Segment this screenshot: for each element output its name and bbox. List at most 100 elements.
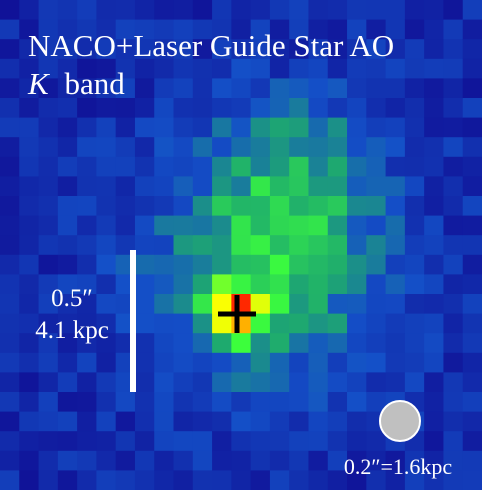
pixel bbox=[58, 216, 78, 236]
pixel bbox=[386, 176, 406, 196]
pixel bbox=[386, 0, 406, 20]
pixel bbox=[231, 176, 251, 196]
pixel bbox=[347, 78, 367, 98]
pixel bbox=[154, 255, 174, 275]
pixel bbox=[0, 176, 20, 196]
pixel bbox=[96, 294, 116, 314]
pixel bbox=[212, 0, 232, 20]
scale-angle: 0.5″ bbox=[51, 285, 93, 312]
pixel bbox=[39, 412, 59, 432]
pixel bbox=[270, 353, 290, 373]
pixel bbox=[231, 392, 251, 412]
pixel bbox=[251, 294, 271, 314]
pixel bbox=[193, 0, 213, 20]
pixel bbox=[212, 78, 232, 98]
pixel bbox=[308, 176, 328, 196]
pixel bbox=[289, 392, 309, 412]
pixel bbox=[463, 118, 482, 138]
pixel bbox=[0, 137, 20, 157]
pixel bbox=[58, 98, 78, 118]
pixel bbox=[463, 78, 482, 98]
pixel bbox=[328, 78, 348, 98]
pixel bbox=[289, 372, 309, 392]
pixel bbox=[212, 235, 232, 255]
band-letter: K bbox=[27, 66, 51, 101]
pixel bbox=[193, 314, 213, 334]
pixel bbox=[405, 372, 425, 392]
pixel bbox=[328, 118, 348, 138]
pixel bbox=[424, 59, 444, 79]
pixel bbox=[212, 157, 232, 177]
pixel bbox=[386, 314, 406, 334]
pixel bbox=[463, 274, 482, 294]
pixel bbox=[96, 274, 116, 294]
pixel bbox=[174, 216, 194, 236]
pixel bbox=[405, 333, 425, 353]
pixel bbox=[308, 392, 328, 412]
pixel bbox=[135, 118, 155, 138]
pixel bbox=[308, 372, 328, 392]
pixel bbox=[328, 412, 348, 432]
pixel bbox=[96, 372, 116, 392]
pixel bbox=[424, 255, 444, 275]
pixel bbox=[424, 412, 444, 432]
pixel bbox=[405, 20, 425, 40]
pixel bbox=[96, 157, 116, 177]
pixel bbox=[231, 431, 251, 451]
pixel bbox=[308, 412, 328, 432]
pixel bbox=[174, 0, 194, 20]
pixel bbox=[58, 412, 78, 432]
pixel bbox=[19, 0, 39, 20]
pixel bbox=[58, 470, 78, 490]
pixel bbox=[270, 392, 290, 412]
pixel bbox=[193, 333, 213, 353]
pixel bbox=[424, 137, 444, 157]
pixel bbox=[308, 216, 328, 236]
pixel bbox=[212, 98, 232, 118]
pixel bbox=[19, 98, 39, 118]
pixel bbox=[116, 98, 136, 118]
pixel bbox=[366, 98, 386, 118]
pixel bbox=[39, 372, 59, 392]
pixel bbox=[405, 255, 425, 275]
pixel bbox=[193, 196, 213, 216]
pixel bbox=[174, 274, 194, 294]
pixel bbox=[308, 137, 328, 157]
pixel bbox=[289, 196, 309, 216]
pixel bbox=[174, 176, 194, 196]
pixel bbox=[289, 98, 309, 118]
pixel bbox=[366, 157, 386, 177]
pixel bbox=[19, 412, 39, 432]
pixel bbox=[154, 98, 174, 118]
pixel bbox=[193, 431, 213, 451]
scale-bar bbox=[130, 250, 136, 392]
pixel bbox=[212, 314, 232, 334]
pixel bbox=[270, 0, 290, 20]
pixel bbox=[154, 0, 174, 20]
pixel bbox=[463, 39, 482, 59]
pixel bbox=[463, 20, 482, 40]
pixel bbox=[289, 333, 309, 353]
pixel bbox=[77, 235, 97, 255]
pixel bbox=[193, 235, 213, 255]
pixel bbox=[443, 392, 463, 412]
pixel bbox=[19, 470, 39, 490]
pixel bbox=[19, 196, 39, 216]
pixel bbox=[0, 196, 20, 216]
pixel bbox=[212, 412, 232, 432]
pixel bbox=[251, 78, 271, 98]
pixel bbox=[270, 372, 290, 392]
pixel bbox=[366, 176, 386, 196]
pixel bbox=[270, 451, 290, 471]
pixel bbox=[270, 431, 290, 451]
pixel bbox=[0, 59, 20, 79]
pixel bbox=[193, 470, 213, 490]
pixel bbox=[19, 137, 39, 157]
pixel bbox=[424, 216, 444, 236]
pixel bbox=[386, 353, 406, 373]
pixel bbox=[19, 157, 39, 177]
pixel bbox=[270, 294, 290, 314]
pixel bbox=[463, 333, 482, 353]
pixel bbox=[39, 392, 59, 412]
pixel bbox=[135, 412, 155, 432]
